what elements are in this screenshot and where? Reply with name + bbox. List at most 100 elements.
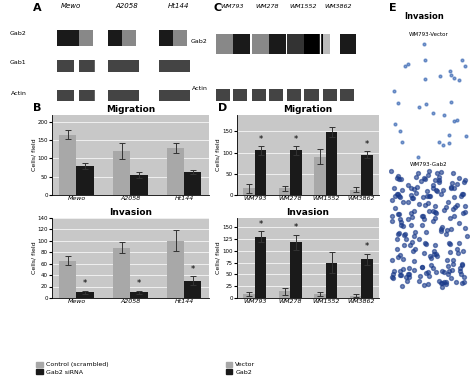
Bar xyxy=(279,188,291,195)
Bar xyxy=(361,259,373,298)
FancyBboxPatch shape xyxy=(108,30,130,45)
FancyBboxPatch shape xyxy=(323,89,337,102)
Bar xyxy=(244,294,255,298)
FancyBboxPatch shape xyxy=(252,34,269,54)
Text: Actin: Actin xyxy=(192,86,208,91)
FancyBboxPatch shape xyxy=(79,89,96,102)
Text: *: * xyxy=(258,220,263,228)
Text: WM278: WM278 xyxy=(255,4,279,9)
Title: Migration: Migration xyxy=(106,105,155,114)
FancyBboxPatch shape xyxy=(304,34,330,54)
Bar xyxy=(59,261,76,298)
Text: *: * xyxy=(294,135,298,144)
Bar xyxy=(59,135,76,195)
Legend: Control (scrambled), Gab2 siRNA: Control (scrambled), Gab2 siRNA xyxy=(36,362,108,375)
Text: WM793-Vector: WM793-Vector xyxy=(409,32,449,37)
Text: B: B xyxy=(33,103,42,113)
FancyBboxPatch shape xyxy=(323,34,330,54)
Bar xyxy=(184,172,201,195)
Bar xyxy=(76,292,94,298)
Bar xyxy=(167,241,184,298)
FancyBboxPatch shape xyxy=(304,89,319,102)
FancyBboxPatch shape xyxy=(233,89,247,102)
Y-axis label: Cells/ field: Cells/ field xyxy=(216,138,221,171)
Text: *: * xyxy=(365,242,369,251)
Text: A2058: A2058 xyxy=(116,3,138,9)
Text: *: * xyxy=(294,223,298,232)
Bar xyxy=(130,175,147,195)
FancyBboxPatch shape xyxy=(269,34,286,54)
FancyBboxPatch shape xyxy=(233,34,250,54)
Bar xyxy=(255,151,266,195)
Text: WM3862: WM3862 xyxy=(325,4,352,9)
FancyBboxPatch shape xyxy=(159,60,176,72)
Point xyxy=(472,46,474,52)
FancyBboxPatch shape xyxy=(287,89,301,102)
Title: Migration: Migration xyxy=(283,105,333,114)
FancyBboxPatch shape xyxy=(340,34,357,54)
Text: *: * xyxy=(365,140,369,149)
Text: Invasion: Invasion xyxy=(404,12,444,21)
FancyBboxPatch shape xyxy=(108,60,125,72)
FancyBboxPatch shape xyxy=(252,89,266,102)
Bar xyxy=(255,236,266,298)
Bar xyxy=(113,151,130,195)
Text: Gab1: Gab1 xyxy=(10,60,27,65)
Text: *: * xyxy=(191,265,195,274)
FancyBboxPatch shape xyxy=(108,89,125,102)
Bar xyxy=(350,296,361,298)
Bar xyxy=(291,242,302,298)
Bar xyxy=(361,155,373,195)
Legend: Vector, Gab2: Vector, Gab2 xyxy=(226,362,255,375)
FancyBboxPatch shape xyxy=(269,89,283,102)
Text: *: * xyxy=(258,135,263,144)
FancyBboxPatch shape xyxy=(57,89,74,102)
Text: Actin: Actin xyxy=(10,91,27,96)
Text: *: * xyxy=(83,279,87,288)
Bar xyxy=(326,262,337,298)
FancyBboxPatch shape xyxy=(173,30,187,45)
Title: Invasion: Invasion xyxy=(287,208,329,217)
Text: Gab2: Gab2 xyxy=(9,31,27,36)
FancyBboxPatch shape xyxy=(79,60,96,72)
Text: E: E xyxy=(389,3,396,13)
FancyBboxPatch shape xyxy=(159,89,176,102)
FancyBboxPatch shape xyxy=(159,30,182,45)
Bar xyxy=(314,294,326,298)
Bar xyxy=(184,281,201,298)
FancyBboxPatch shape xyxy=(173,60,190,72)
Point xyxy=(455,102,463,108)
Text: C: C xyxy=(213,3,221,13)
Text: Mewo: Mewo xyxy=(61,3,81,9)
Y-axis label: Cells/ field: Cells/ field xyxy=(216,241,221,274)
FancyBboxPatch shape xyxy=(122,89,139,102)
FancyBboxPatch shape xyxy=(173,89,190,102)
Text: Ht144: Ht144 xyxy=(167,3,189,9)
FancyBboxPatch shape xyxy=(122,30,136,45)
Bar xyxy=(76,167,94,195)
Text: WM793: WM793 xyxy=(220,4,244,9)
Bar xyxy=(113,248,130,298)
Bar xyxy=(314,157,326,195)
Bar xyxy=(244,188,255,195)
FancyBboxPatch shape xyxy=(216,34,233,54)
Bar xyxy=(350,190,361,195)
Bar xyxy=(167,148,184,195)
Title: Invasion: Invasion xyxy=(109,208,152,217)
Bar xyxy=(130,292,147,298)
Text: *: * xyxy=(137,279,141,288)
Text: A: A xyxy=(33,3,42,13)
FancyBboxPatch shape xyxy=(79,30,93,45)
Bar xyxy=(279,291,291,298)
Point xyxy=(466,110,474,117)
FancyBboxPatch shape xyxy=(57,60,74,72)
Text: WM793-Gab2: WM793-Gab2 xyxy=(410,162,448,167)
FancyBboxPatch shape xyxy=(122,60,139,72)
FancyBboxPatch shape xyxy=(287,34,304,54)
FancyBboxPatch shape xyxy=(216,89,230,102)
Text: D: D xyxy=(218,103,228,113)
Y-axis label: Cells/ field: Cells/ field xyxy=(31,138,36,171)
FancyBboxPatch shape xyxy=(57,30,79,45)
Text: WM1552: WM1552 xyxy=(289,4,317,9)
FancyBboxPatch shape xyxy=(340,89,354,102)
